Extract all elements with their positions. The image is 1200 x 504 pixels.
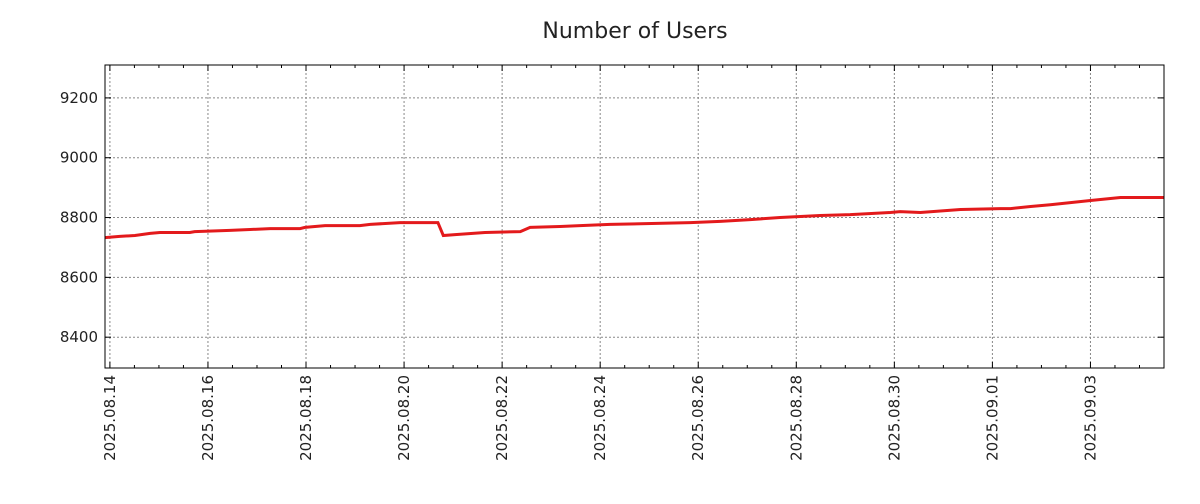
x-tick-label: 2025.09.03	[1081, 375, 1099, 461]
x-tick-label: 2025.08.30	[885, 375, 903, 461]
x-tick-label: 2025.08.16	[199, 375, 217, 461]
x-tick-label: 2025.08.22	[493, 375, 511, 461]
x-tick-label: 2025.08.20	[395, 375, 413, 461]
y-tick-label: 9000	[60, 149, 98, 167]
y-tick-label: 8400	[60, 328, 98, 346]
y-tick-label: 8600	[60, 268, 98, 286]
x-tick-label: 2025.08.26	[689, 375, 707, 461]
y-tick-label: 9200	[60, 89, 98, 107]
x-tick-label: 2025.08.28	[787, 375, 805, 461]
plot-frame	[104, 64, 1165, 369]
x-tick-label: 2025.08.14	[101, 375, 119, 461]
series-line-users	[104, 196, 1164, 240]
chart-title: Number of Users	[542, 19, 727, 44]
y-tick-label: 8800	[60, 209, 98, 227]
x-tick-label: 2025.08.18	[297, 375, 315, 461]
x-tick-label: 2025.08.24	[591, 375, 609, 461]
x-tick-label: 2025.09.01	[983, 375, 1001, 461]
